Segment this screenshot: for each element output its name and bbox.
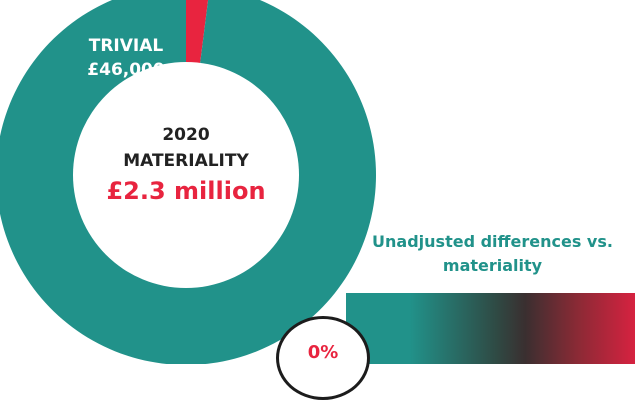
gauge-gradient-bar [346, 293, 635, 364]
gauge-value: 0% [307, 342, 339, 363]
gauge-title-line-2: materiality [442, 256, 543, 275]
center-label: MATERIALITY [123, 151, 249, 171]
trivial-segment-label: TRIVIAL £46,000 [66, 34, 186, 82]
donut-center-label: 2020 MATERIALITY £2.3 million [86, 122, 286, 208]
trivial-value-text: £46,000 [87, 60, 165, 80]
materiality-donut-chart [0, 0, 376, 364]
trivial-label-text: TRIVIAL [88, 36, 164, 56]
center-value: £2.3 million [106, 177, 266, 205]
gauge-title: Unadjusted differences vs. materiality [350, 230, 635, 278]
gauge-title-line-1: Unadjusted differences vs. [372, 232, 613, 251]
center-year: 2020 [162, 125, 210, 145]
donut-hole [73, 62, 299, 288]
